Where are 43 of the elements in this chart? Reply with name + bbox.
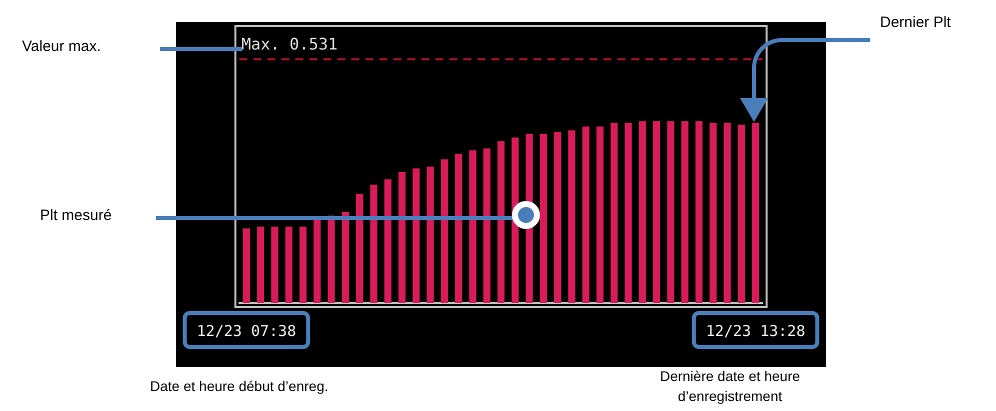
bar [271, 226, 278, 303]
bar [624, 122, 632, 303]
bar [285, 226, 292, 303]
bar [299, 226, 307, 303]
bar [667, 121, 674, 303]
text: Date et heure début d’enreg. [150, 378, 328, 394]
x-tick-label: 12/23 13:28 [706, 322, 806, 340]
text: Plt mesuré [40, 207, 112, 224]
bar [681, 121, 688, 303]
x-tick-label: 12/23 07:38 [196, 322, 296, 340]
bar [440, 159, 448, 303]
bar [257, 226, 264, 303]
bar [483, 148, 490, 303]
bar [426, 166, 434, 303]
bar [356, 194, 364, 303]
bar [653, 121, 660, 303]
bar [314, 219, 321, 303]
bar [540, 134, 547, 303]
bar [342, 212, 349, 303]
bar [242, 228, 250, 303]
ref-line-label: Max. 0.531 [241, 34, 338, 54]
bar [469, 150, 476, 303]
bar [398, 172, 406, 303]
text: Dernier Plt [880, 14, 951, 31]
bar [724, 122, 731, 303]
bar [695, 121, 703, 303]
bar [328, 216, 335, 303]
bar [582, 126, 590, 303]
text: Valeur max. [22, 38, 101, 55]
text: Dernière date et heure d’enregistrement [658, 367, 802, 406]
bar [638, 121, 646, 303]
bar [554, 132, 562, 303]
bar [738, 124, 745, 303]
bar [370, 184, 378, 303]
bar [497, 141, 505, 303]
bar [710, 122, 717, 303]
bar [568, 130, 576, 303]
bar [596, 126, 604, 303]
bar [455, 154, 462, 303]
bar [412, 168, 420, 303]
bar [610, 122, 618, 303]
bar [384, 179, 392, 303]
bar [752, 122, 760, 303]
